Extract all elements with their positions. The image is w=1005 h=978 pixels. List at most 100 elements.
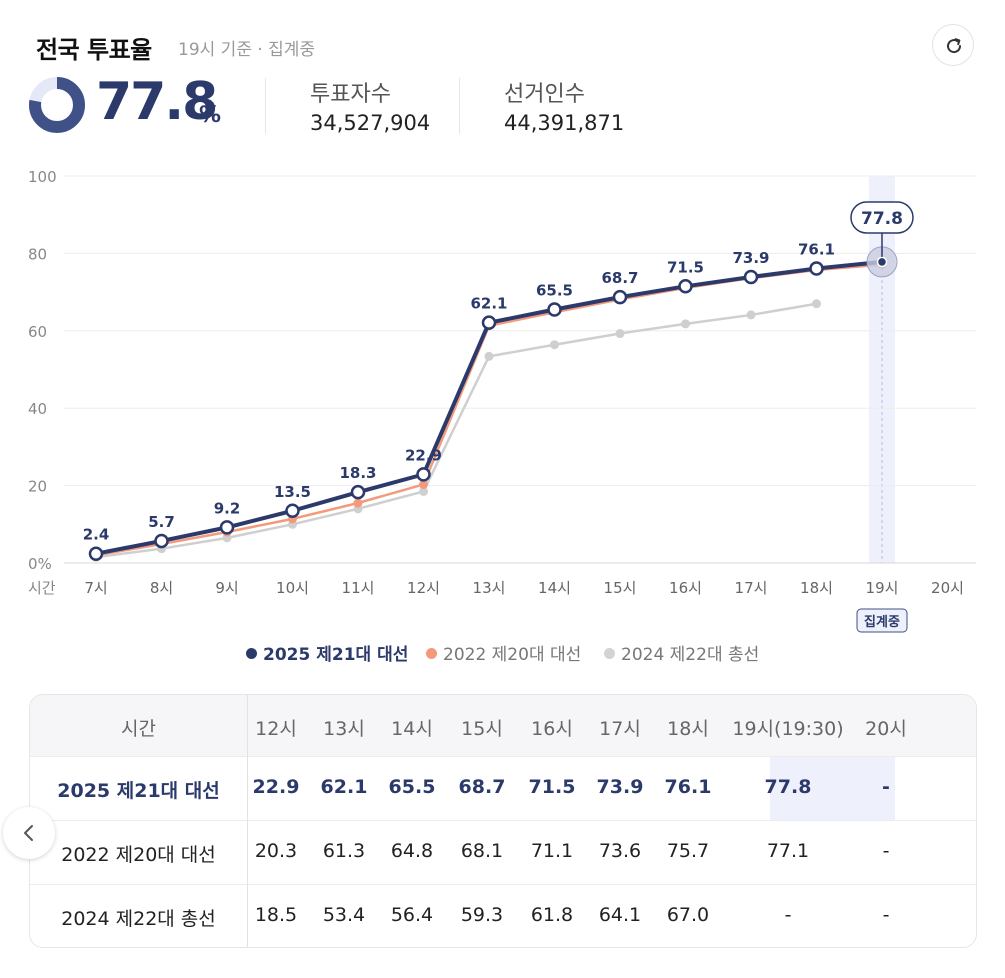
y-tick-label: 60 bbox=[28, 323, 47, 341]
table-cell: 67.0 bbox=[666, 904, 710, 926]
column-divider bbox=[247, 695, 248, 947]
table-cell: 71.5 bbox=[528, 776, 576, 798]
table-cell: 64.8 bbox=[390, 840, 434, 862]
current-callout bbox=[850, 201, 914, 234]
data-point bbox=[88, 546, 104, 561]
table-row-label: 2025 제21대 대선 bbox=[57, 780, 220, 802]
table-cell: 68.7 bbox=[458, 776, 506, 798]
x-tick-label: 7시 bbox=[84, 579, 107, 597]
x-tick-label: 13시 bbox=[473, 579, 506, 597]
table-column-header: 15시 bbox=[461, 718, 503, 740]
data-point bbox=[285, 503, 300, 519]
table-column-header: 13시 bbox=[323, 718, 365, 740]
data-label: 62.1 bbox=[470, 295, 507, 313]
chevron-left-icon bbox=[24, 825, 33, 841]
table-header-bg bbox=[30, 695, 976, 756]
table-cell: 76.1 bbox=[664, 776, 712, 798]
data-label: 65.5 bbox=[536, 282, 573, 300]
table-cell: 73.9 bbox=[596, 776, 644, 798]
turnout-rate: 77.8 bbox=[96, 72, 218, 132]
x-tick-label: 19시 bbox=[866, 579, 899, 597]
table-cell: 56.4 bbox=[390, 904, 434, 926]
legend-dot bbox=[604, 648, 615, 659]
status-badge-label: 집계중 bbox=[864, 615, 900, 630]
table-column-header: 18시 bbox=[667, 718, 709, 740]
data-point bbox=[812, 299, 821, 309]
x-tick-label: 18시 bbox=[800, 579, 833, 597]
data-point bbox=[419, 486, 428, 496]
data-point bbox=[746, 310, 756, 320]
table-cell: 59.3 bbox=[460, 904, 504, 926]
refresh-icon bbox=[947, 38, 962, 54]
x-axis-label: 시간 bbox=[28, 579, 56, 597]
current-cell-highlight bbox=[770, 756, 895, 820]
x-tick-label: 11시 bbox=[342, 579, 375, 597]
x-tick-label: 17시 bbox=[735, 579, 768, 597]
row-divider bbox=[30, 884, 976, 885]
table-cell: 20.3 bbox=[254, 840, 298, 862]
table-cell: 77.8 bbox=[764, 776, 812, 798]
data-point bbox=[681, 319, 690, 329]
table-cell: 73.6 bbox=[598, 840, 642, 862]
data-point bbox=[419, 479, 428, 489]
series-line bbox=[95, 302, 817, 559]
table-cell: - bbox=[882, 904, 890, 926]
table-time-header: 시간 bbox=[121, 718, 156, 740]
row-divider bbox=[30, 820, 976, 821]
y-tick-label: 40 bbox=[28, 400, 47, 418]
x-tick-label: 20시 bbox=[931, 579, 964, 597]
table-row-label: 2024 제22대 총선 bbox=[61, 908, 216, 930]
legend-dot bbox=[246, 648, 257, 659]
stat-divider bbox=[459, 78, 460, 134]
legend-item-2024[interactable]: 2024 제22대 총선 bbox=[604, 640, 759, 665]
data-point bbox=[350, 484, 366, 500]
data-point bbox=[219, 520, 235, 535]
table-column-header: 16시 bbox=[531, 718, 573, 740]
data-point bbox=[353, 498, 363, 508]
data-label: 22.9 bbox=[405, 446, 442, 464]
electorate-label: 선거인수 bbox=[504, 82, 585, 107]
table-column-header: 17시 bbox=[599, 718, 641, 740]
data-label: 5.7 bbox=[148, 513, 175, 531]
data-point bbox=[484, 351, 494, 361]
data-label: 73.9 bbox=[732, 249, 769, 267]
prev-button[interactable] bbox=[3, 807, 55, 859]
y-tick-label: 20 bbox=[28, 478, 47, 496]
page-title: 전국 투표율 bbox=[36, 36, 152, 64]
x-tick-label: 8시 bbox=[150, 579, 173, 597]
table-column-header: 14시 bbox=[391, 718, 433, 740]
stat-divider bbox=[265, 78, 266, 134]
table-cell: 53.4 bbox=[322, 904, 366, 926]
data-point bbox=[809, 261, 824, 276]
table-cell: 22.9 bbox=[252, 776, 300, 798]
table-column-header: 20시 bbox=[865, 718, 907, 740]
data-point bbox=[547, 302, 562, 317]
legend-label: 2024 제22대 총선 bbox=[621, 645, 760, 665]
data-point bbox=[416, 467, 431, 482]
x-tick-label: 12시 bbox=[407, 579, 440, 597]
x-tick-label: 14시 bbox=[538, 579, 571, 597]
current-callout-label: 77.8 bbox=[861, 209, 903, 229]
legend-item-2022[interactable]: 2022 제20대 대선 bbox=[426, 640, 581, 665]
refresh-button[interactable] bbox=[932, 24, 974, 66]
legend-item-2025[interactable]: 2025 제21대 대선 bbox=[246, 640, 408, 665]
data-point bbox=[743, 269, 759, 285]
current-point bbox=[876, 256, 888, 268]
table-cell: 61.3 bbox=[322, 840, 366, 862]
data-point bbox=[154, 533, 169, 549]
x-tick-label: 15시 bbox=[604, 579, 637, 597]
table-cell: - bbox=[882, 776, 890, 798]
table-row-label: 2022 제20대 대선 bbox=[61, 844, 216, 866]
table-cell: 65.5 bbox=[388, 776, 436, 798]
table-cell: - bbox=[784, 904, 792, 926]
voters-value: 34,527,904 bbox=[310, 111, 431, 135]
data-label: 71.5 bbox=[667, 258, 704, 276]
voters-label: 투표자수 bbox=[310, 82, 391, 107]
data-point bbox=[481, 315, 497, 330]
turnout-rate-unit: % bbox=[199, 103, 222, 128]
table-cell: 71.1 bbox=[530, 840, 574, 862]
x-tick-label: 10시 bbox=[276, 579, 309, 597]
y-tick-label: 100 bbox=[28, 168, 57, 186]
table-cell: 64.1 bbox=[598, 904, 642, 926]
data-label: 9.2 bbox=[214, 499, 241, 517]
